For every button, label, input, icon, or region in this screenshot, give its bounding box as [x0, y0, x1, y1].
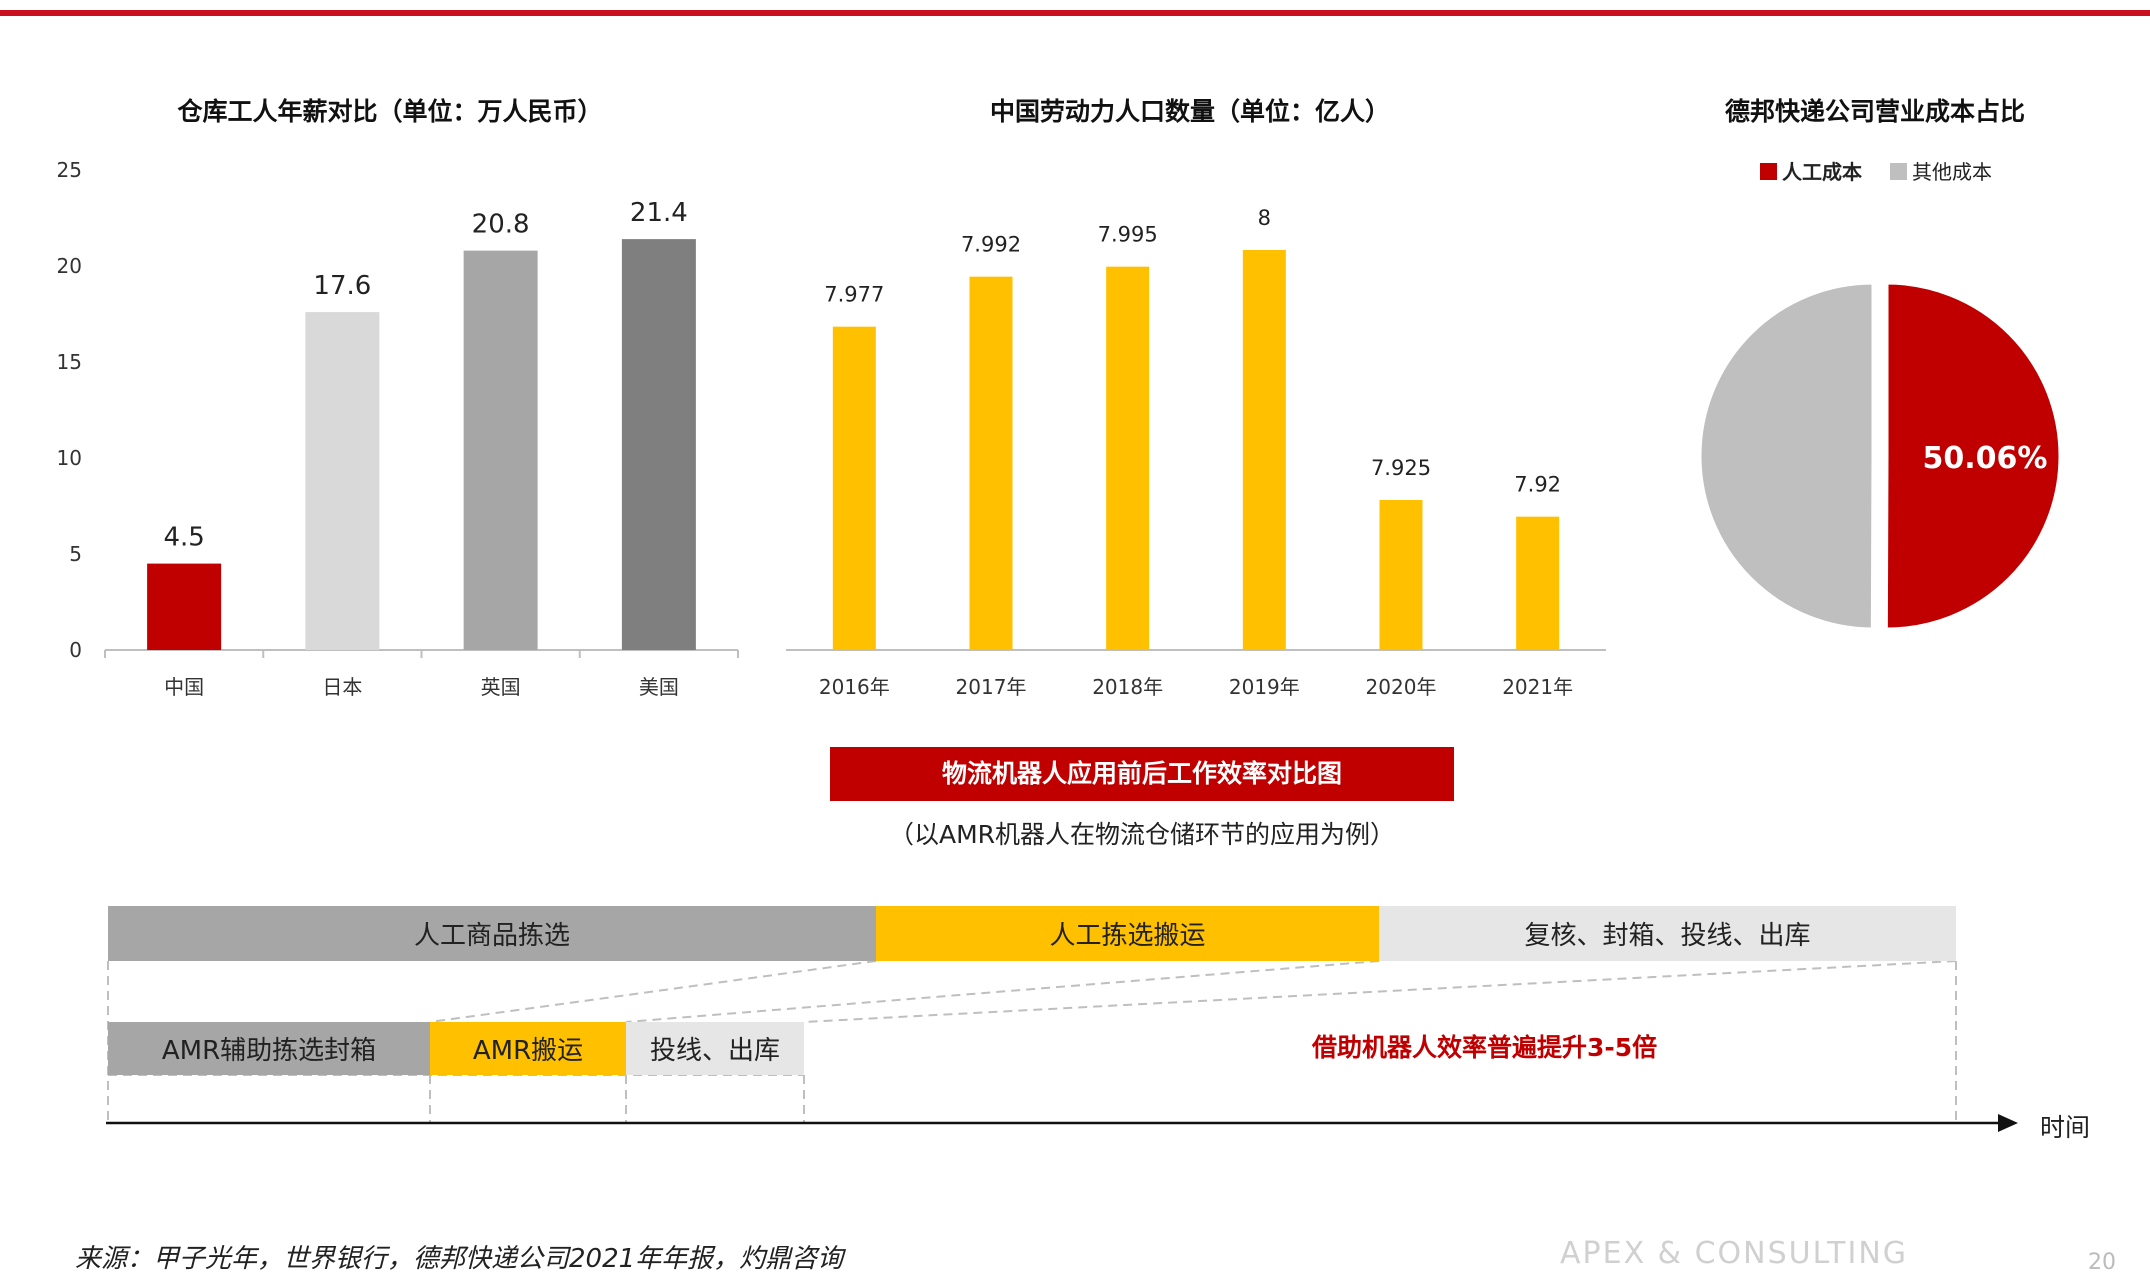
cost-chart-title: 德邦快递公司营业成本占比: [1725, 97, 2025, 126]
cost-pie-chart: 人工成本 其他成本 50.06%: [1698, 160, 2062, 631]
process-before-shipping: 复核、封箱、投线、出库: [1379, 906, 1956, 961]
labor-bar-value: 7.925: [1371, 456, 1431, 480]
comparison-subtitle: （以AMR机器人在物流仓储环节的应用为例）: [888, 820, 1396, 849]
process-after-shipping: 投线、出库: [626, 1022, 804, 1075]
page-number: 20: [2088, 1250, 2116, 1275]
legend-swatch-other: [1890, 163, 1907, 180]
process-after-amr-picking: AMR辅助拣选封箱: [108, 1022, 430, 1075]
salary-chart-title: 仓库工人年薪对比（单位：万人民币）: [176, 97, 602, 126]
salary-bar: [463, 250, 538, 650]
dashed-connector: [429, 960, 877, 1023]
salary-bar: [621, 239, 696, 650]
salary-x-tick: 中国: [164, 675, 204, 699]
salary-y-tick: 5: [69, 542, 82, 566]
dashed-connector: [803, 960, 1957, 1023]
legend-label-other: 其他成本: [1912, 160, 1992, 184]
salary-y-tick: 15: [57, 350, 82, 374]
comparison-banner: 物流机器人应用前后工作效率对比图: [830, 747, 1454, 801]
pie-slice-labor: [1884, 281, 2062, 631]
brand-watermark: APEX & CONSULTING: [1560, 1236, 1909, 1271]
process-before-carrying: 人工拣选搬运: [876, 906, 1379, 961]
process-before-picking: 人工商品拣选: [108, 906, 876, 961]
labor-bar: [1379, 500, 1423, 650]
legend-swatch-labor: [1760, 163, 1777, 180]
labor-x-tick: 2019年: [1229, 675, 1300, 699]
labor-x-tick: 2018年: [1092, 675, 1163, 699]
labor-bar-value: 7.92: [1514, 473, 1561, 497]
source-note: 来源：甲子光年，世界银行，德邦快递公司2021年年报，灼鼎咨询: [75, 1244, 844, 1274]
top-accent-bar: [0, 10, 2150, 16]
pie-value-label: 50.06%: [1923, 441, 2048, 476]
labor-bar: [1516, 516, 1560, 650]
salary-x-tick: 美国: [639, 675, 679, 699]
salary-bar-chart: 0 5 10 15 20 25 4.5 中国 17.6 日本 20.8 英国 21.4 美国: [57, 158, 739, 699]
labor-bar-value: 7.995: [1098, 223, 1158, 247]
time-axis-label: 时间: [2040, 1113, 2091, 1142]
labor-bar: [832, 326, 876, 650]
labor-chart-title: 中国劳动力人口数量（单位：亿人）: [990, 97, 1390, 126]
salary-x-tick: 英国: [481, 675, 521, 699]
salary-bar-value: 17.6: [313, 271, 371, 301]
salary-bar-value: 4.5: [163, 523, 204, 553]
process-after-amr-carrying: AMR搬运: [430, 1022, 626, 1075]
salary-bar-value: 20.8: [472, 210, 530, 240]
efficiency-note: 借助机器人效率普遍提升3-5倍: [1312, 1033, 1658, 1062]
labor-bar: [969, 276, 1013, 650]
salary-y-tick: 25: [57, 158, 82, 182]
labor-x-tick: 2016年: [819, 675, 890, 699]
labor-bar-chart: 7.977 2016年 7.992 2017年 7.995 2018年 8 2019年 7.92…: [786, 206, 1606, 699]
labor-bar-value: 7.992: [961, 233, 1021, 257]
salary-y-tick: 10: [57, 446, 82, 470]
labor-bar: [1242, 250, 1286, 650]
labor-bar: [1106, 266, 1150, 650]
labor-x-tick: 2017年: [956, 675, 1027, 699]
salary-bar-value: 21.4: [630, 198, 688, 228]
pie-slice-other: [1698, 281, 1875, 631]
labor-bar-value: 7.977: [824, 283, 884, 307]
salary-y-tick: 0: [69, 638, 82, 662]
labor-bar-value: 8: [1258, 206, 1271, 230]
labor-x-tick: 2021年: [1502, 675, 1573, 699]
salary-y-tick: 20: [57, 254, 82, 278]
process-connectors: [106, 960, 2018, 1132]
legend-label-labor: 人工成本: [1782, 160, 1862, 184]
labor-x-tick: 2020年: [1366, 675, 1437, 699]
salary-bar: [305, 312, 380, 650]
time-axis-arrow-icon: [1998, 1114, 2018, 1132]
salary-bar: [147, 563, 222, 650]
salary-x-tick: 日本: [322, 675, 362, 699]
dashed-connector: [625, 960, 1380, 1023]
